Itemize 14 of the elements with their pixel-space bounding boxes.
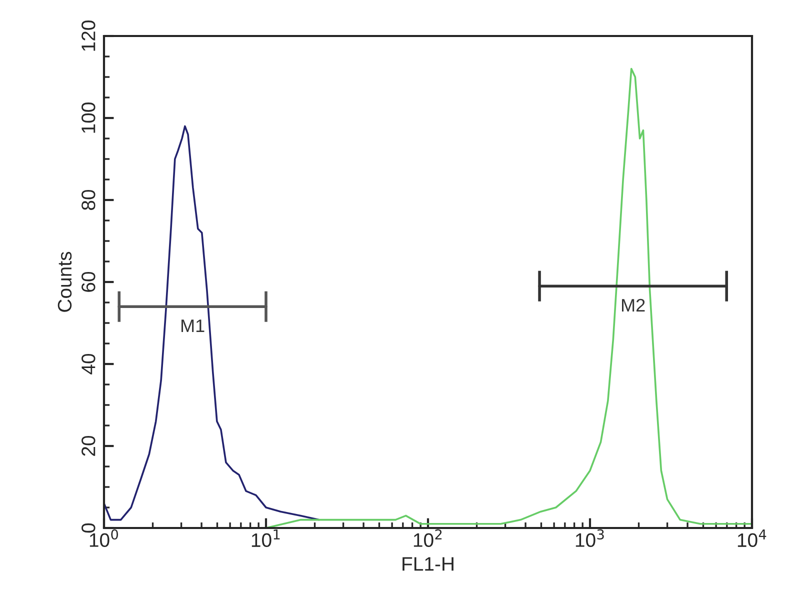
series-label: M1 bbox=[182, 320, 204, 332]
x-tick-label: 10$^{1}$ bbox=[252, 529, 280, 548]
y-tick-label: 20 bbox=[82, 436, 96, 456]
y-tick-label: 80 bbox=[82, 190, 96, 210]
y-axis-title: Counts bbox=[58, 252, 72, 312]
y-tick-label: 100 bbox=[82, 102, 96, 133]
x-tick-label: 10$^{4}$ bbox=[738, 529, 766, 548]
series-label: M2 bbox=[622, 298, 645, 312]
y-tick-label: 60 bbox=[82, 272, 96, 292]
y-tick-label: 120 bbox=[82, 20, 96, 51]
y-tick-label: 40 bbox=[82, 354, 96, 374]
x-axis-title: FL1-H bbox=[402, 557, 454, 571]
x-tick-label: 10$^{3}$ bbox=[576, 529, 604, 547]
x-tick-label: 10$^{2}$ bbox=[414, 529, 442, 547]
